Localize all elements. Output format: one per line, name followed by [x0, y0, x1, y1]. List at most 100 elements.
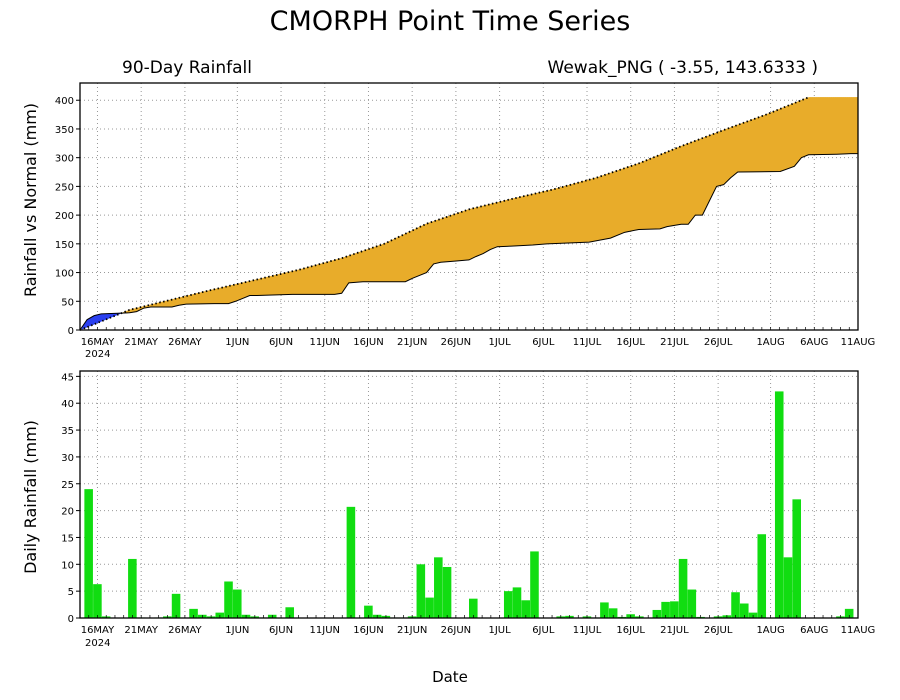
- bottom-y-tick-label: 20: [61, 507, 74, 518]
- top-x-tick-label: 26JUL: [704, 337, 733, 348]
- top-x-tick-label: 1JUL: [488, 337, 511, 348]
- top-x-tick-label: 11JUN: [310, 337, 340, 348]
- daily-rainfall-bar: [128, 558, 137, 618]
- top-x-tick-label: 21MAY: [124, 337, 158, 348]
- bottom-y-axis-label: Daily Rainfall (mm): [21, 420, 40, 574]
- top-y-tick-label: 300: [55, 154, 74, 165]
- top-y-tick-label: 350: [55, 125, 74, 136]
- daily-rainfall-bar: [189, 608, 198, 618]
- bottom-x-tick-label: 6JUN: [269, 625, 293, 636]
- top-y-tick-label: 400: [55, 96, 74, 107]
- daily-rainfall-bar: [687, 589, 697, 618]
- daily-rainfall-bar: [678, 558, 688, 618]
- daily-rainfall-bar: [608, 608, 618, 618]
- top-y-axis-label: Rainfall vs Normal (mm): [21, 103, 40, 297]
- bottom-x-tick-label: 16JUN: [353, 625, 383, 636]
- bottom-x-tick-label: 11AUG: [841, 625, 876, 636]
- daily-rainfall-bar: [670, 601, 679, 618]
- bottom-y-tick-label: 35: [61, 426, 74, 437]
- daily-rainfall-bar: [792, 499, 802, 618]
- top-x-tick-label: 1AUG: [756, 337, 784, 348]
- bottom-x-tick-label: 26MAY: [168, 625, 202, 636]
- daily-rainfall-bar: [503, 591, 513, 618]
- top-x-tick-label: 16JUL: [616, 337, 645, 348]
- top-x-tick-label: 6AUG: [800, 337, 828, 348]
- daily-rainfall-bar: [442, 566, 452, 618]
- bottom-x-tick-label: 11JUL: [573, 625, 602, 636]
- top-x-tick-label: 26MAY: [168, 337, 202, 348]
- daily-rainfall-bar: [844, 608, 854, 618]
- bottom-x-tick-label: 21MAY: [124, 625, 158, 636]
- daily-rainfall-bar: [364, 605, 373, 618]
- bottom-x-tick-label: 6JUL: [532, 625, 555, 636]
- bottom-x-tick-label: 6AUG: [800, 625, 828, 636]
- bottom-x-tick-label: 1JUL: [488, 625, 511, 636]
- daily-rainfall-bar: [232, 589, 242, 618]
- top-y-tick-label: 50: [61, 297, 74, 308]
- bottom-x-tick-label: 1JUN: [225, 625, 249, 636]
- daily-rainfall-bar: [661, 601, 670, 618]
- daily-rainfall-bar: [84, 489, 93, 618]
- daily-rainfall-bar: [739, 603, 749, 618]
- top-x-tick-label: 16MAY: [81, 337, 115, 348]
- top-x-tick-label: 11JUL: [573, 337, 602, 348]
- x-axis-label: Date: [432, 668, 468, 686]
- top-y-tick-label: 250: [55, 182, 74, 193]
- top-y-tick-label: 200: [55, 211, 74, 222]
- chart-subtitle-left: 90-Day Rainfall: [122, 58, 252, 78]
- daily-rainfall-bar: [285, 607, 294, 618]
- bottom-year-label: 2024: [85, 638, 110, 649]
- top-y-tick-label: 100: [55, 269, 74, 280]
- cumulative-rainfall-panel: 0 50 100 150 200 250 300 350 400 16MAY 21MAY 26MAY 1…: [55, 82, 876, 348]
- chart-title: CMORPH Point Time Series: [270, 6, 631, 37]
- daily-rainfall-bar: [416, 564, 426, 618]
- bottom-x-tick-label: 26JUL: [704, 625, 733, 636]
- daily-rainfall-bar: [425, 597, 434, 618]
- bottom-y-tick-label: 0: [68, 614, 74, 625]
- top-y-tick-label: 150: [55, 240, 74, 251]
- top-x-tick-label: 16JUN: [353, 337, 383, 348]
- bottom-x-tick-label: 16MAY: [81, 625, 115, 636]
- bottom-x-tick-label: 21JUL: [660, 625, 689, 636]
- daily-rainfall-bar: [224, 581, 233, 618]
- top-x-tick-label: 21JUN: [397, 337, 427, 348]
- bottom-y-tick-label: 10: [61, 560, 74, 571]
- daily-rainfall-bar: [512, 587, 522, 618]
- bottom-x-tick-label: 11JUN: [310, 625, 340, 636]
- bottom-y-tick-label: 40: [61, 399, 74, 410]
- daily-rainfall-bar: [600, 602, 609, 618]
- top-x-tick-label: 1JUN: [225, 337, 249, 348]
- daily-rainfall-bar: [171, 593, 181, 618]
- top-x-tick-label: 11AUG: [841, 337, 876, 348]
- daily-rainfall-bar: [774, 391, 784, 618]
- bottom-x-tick-label: 16JUL: [616, 625, 645, 636]
- top-year-label: 2024: [85, 349, 110, 360]
- daily-rainfall-panel: 0 5 10 15 20 25 30 35 40 45 16MAY 21MAY 26MAY 1JUN 6JU…: [61, 370, 876, 636]
- top-plot-frame: [79, 82, 859, 331]
- bottom-x-tick-label: 26JUN: [441, 625, 471, 636]
- top-x-tick-label: 26JUN: [441, 337, 471, 348]
- daily-rainfall-bar: [93, 584, 102, 618]
- observed-rainfall-line: [79, 153, 858, 331]
- bottom-y-tick-label: 30: [61, 453, 74, 464]
- chart-subtitle-right: Wewak_PNG ( -3.55, 143.6333 ): [548, 58, 818, 78]
- daily-rainfall-bar: [434, 557, 443, 618]
- daily-rainfall-bar: [530, 551, 539, 618]
- daily-rainfall-bar: [783, 557, 793, 618]
- daily-rainfall-bar: [757, 534, 767, 618]
- bottom-x-tick-label: 21JUN: [397, 625, 427, 636]
- top-x-tick-label: 21JUL: [660, 337, 689, 348]
- bottom-plot-frame: [79, 370, 859, 619]
- bottom-y-tick-label: 45: [61, 372, 74, 383]
- top-x-tick-label: 6JUN: [269, 337, 293, 348]
- rainfall-deficit-area: [122, 97, 859, 314]
- daily-rainfall-bar: [469, 598, 478, 618]
- top-x-tick-label: 6JUL: [532, 337, 555, 348]
- bottom-y-tick-label: 15: [61, 533, 74, 544]
- daily-rainfall-bar: [346, 506, 356, 618]
- bottom-x-tick-label: 1AUG: [756, 625, 784, 636]
- daily-rainfall-bar: [731, 592, 740, 618]
- top-y-tick-label: 0: [68, 326, 74, 337]
- daily-rainfall-bar: [521, 600, 531, 618]
